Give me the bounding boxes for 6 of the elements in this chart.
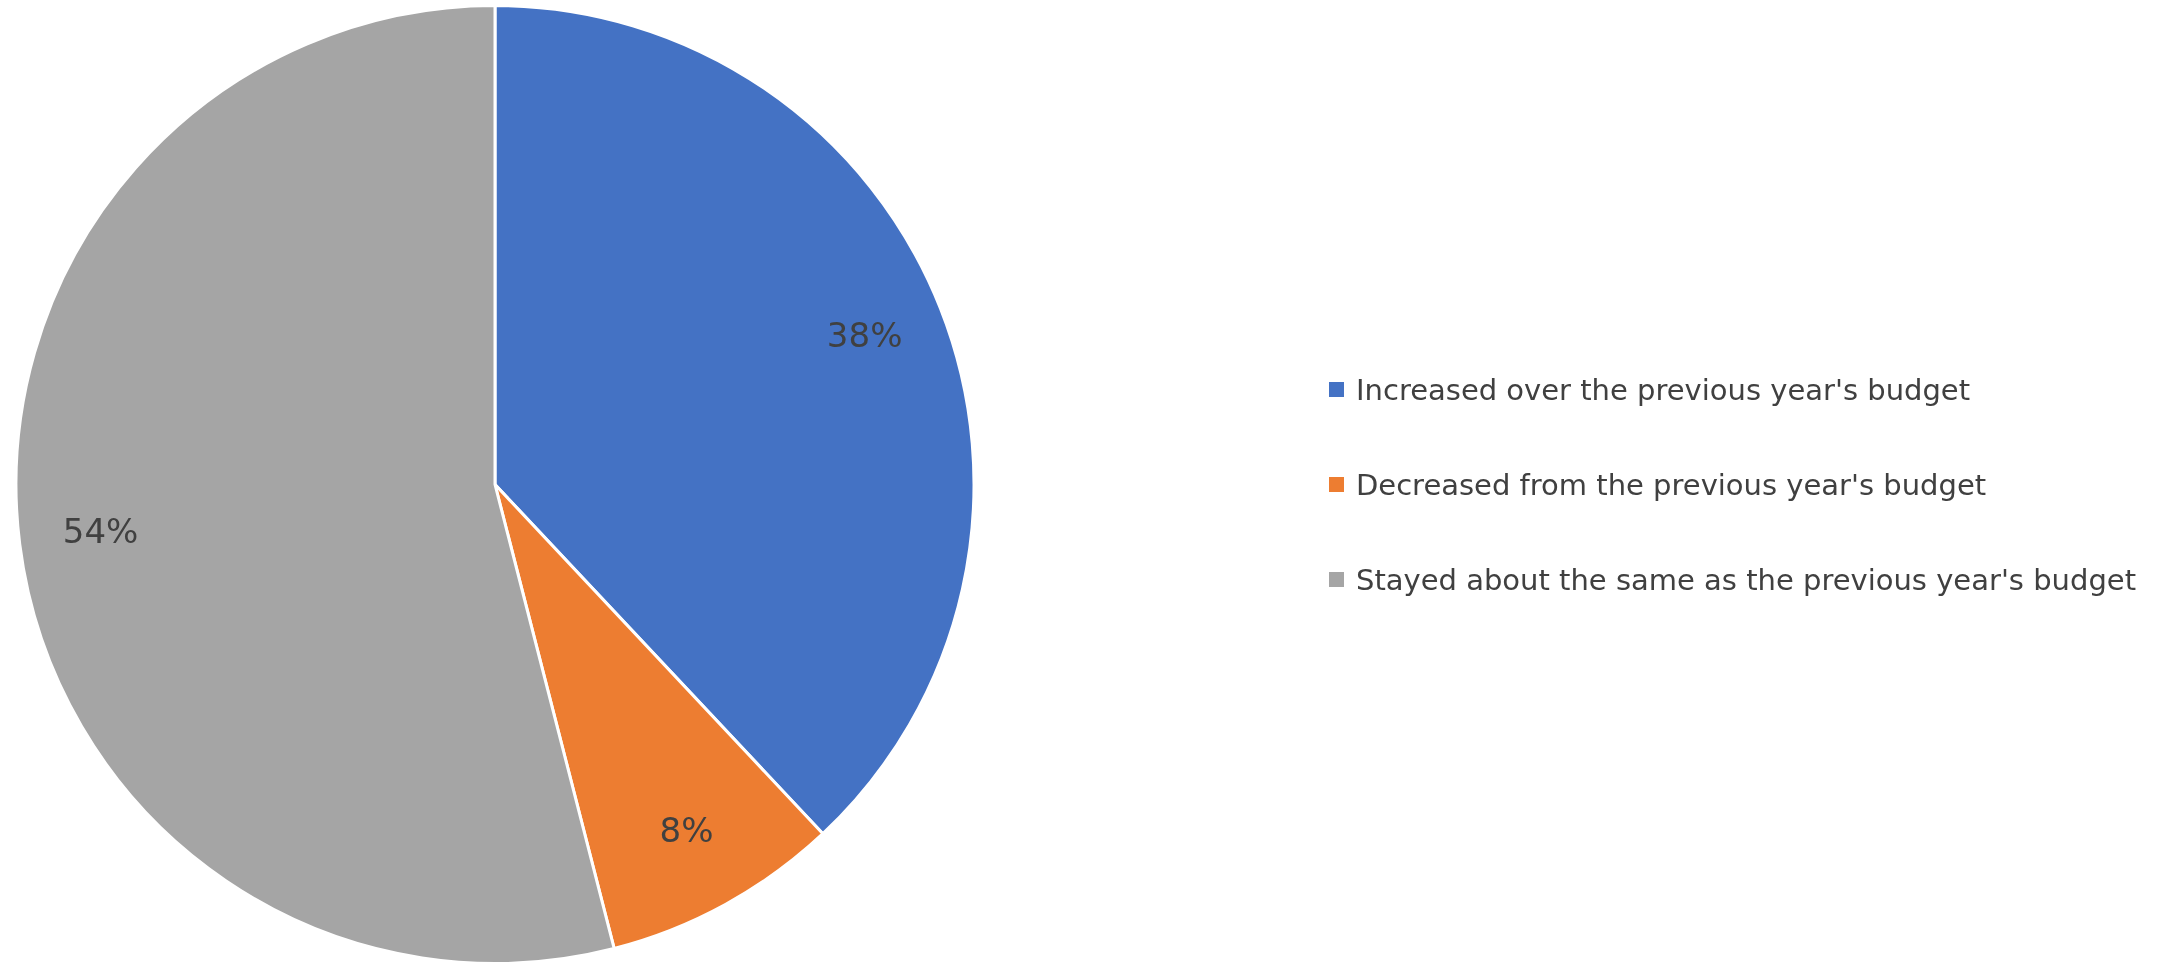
legend-label: Stayed about the same as the previous year's budget [1356,562,2136,597]
data-label: 54% [62,511,139,552]
legend-label: Decreased from the previous year's budget [1356,467,1987,502]
data-label: 38% [826,314,903,355]
legend-label: Increased over the previous year's budget [1356,372,1971,407]
data-label: 8% [659,809,714,850]
